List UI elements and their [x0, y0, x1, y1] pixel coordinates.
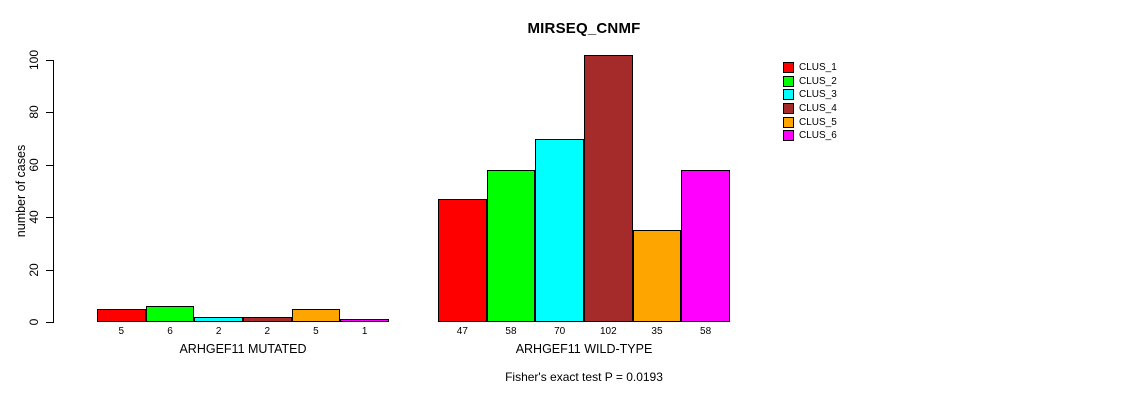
legend-item: CLUS_1	[783, 61, 837, 75]
bar-value-label: 5	[118, 326, 125, 337]
y-axis-line	[53, 60, 54, 323]
bar-value-label: 2	[264, 326, 271, 337]
y-tick	[46, 269, 53, 271]
legend-item: CLUS_4	[783, 102, 837, 116]
bar	[97, 309, 146, 322]
bar	[242, 317, 292, 322]
bar	[583, 55, 633, 322]
legend-swatch	[783, 89, 794, 101]
bar	[291, 309, 341, 322]
bar-group	[97, 59, 389, 322]
bar	[194, 317, 243, 322]
y-axis-label: number of cases	[14, 144, 28, 238]
legend-item: CLUS_6	[783, 129, 837, 143]
chart-title: MIRSEQ_CNMF	[527, 20, 641, 37]
y-tick-label: 60	[27, 158, 41, 172]
y-tick	[46, 112, 53, 114]
legend-swatch	[783, 62, 794, 74]
y-tick	[46, 60, 53, 61]
bar-value-label: 58	[700, 326, 712, 337]
y-tick-label: 0	[27, 318, 41, 326]
y-tick-label: 100	[27, 49, 41, 71]
bar-value-label: 47	[456, 326, 468, 337]
bar	[486, 170, 536, 322]
bar	[438, 199, 487, 322]
bar-group	[438, 55, 730, 322]
legend-label: CLUS_6	[799, 130, 837, 142]
legend-item: CLUS_2	[783, 75, 837, 89]
bar-value-label: 70	[554, 326, 566, 337]
bar-value-label: 58	[505, 326, 517, 337]
legend-label: CLUS_3	[799, 89, 837, 101]
y-tick-label: 20	[27, 262, 41, 277]
y-tick	[46, 322, 53, 323]
legend-swatch	[783, 75, 794, 87]
bar-value-row: 5 6 2 2 5 1	[97, 326, 389, 337]
y-tick	[46, 164, 53, 166]
bar-value-label: 1	[361, 326, 368, 337]
bar-value-row: 47 58 70 102 35 58	[438, 326, 730, 337]
bar-value-label: 2	[215, 326, 222, 337]
legend-swatch	[783, 116, 794, 128]
bar	[145, 306, 195, 322]
group-label: ARHGEF11 WILD-TYPE	[515, 342, 653, 356]
y-tick	[46, 217, 53, 219]
bar	[535, 139, 584, 322]
bar	[632, 230, 682, 322]
legend-swatch	[783, 103, 794, 115]
bar-value-label: 5	[313, 326, 319, 337]
bar	[340, 319, 389, 322]
y-tick-label: 80	[27, 105, 41, 120]
bar-value-label: 102	[599, 326, 617, 337]
legend-label: CLUS_5	[799, 116, 837, 128]
legend-label: CLUS_1	[799, 62, 837, 74]
legend-label: CLUS_2	[799, 75, 837, 87]
bar-value-label: 35	[651, 326, 663, 337]
legend-label: CLUS_4	[799, 103, 837, 115]
legend-item: CLUS_5	[783, 115, 837, 129]
legend-item: CLUS_3	[783, 88, 837, 102]
fisher-test-annotation: Fisher's exact test P = 0.0193	[505, 370, 663, 384]
y-tick-label: 40	[27, 210, 41, 224]
legend: CLUS_1 CLUS_2 CLUS_3 CLUS_4 CLUS_5 CLUS_6	[783, 61, 837, 143]
bar	[681, 170, 730, 322]
group-label: ARHGEF11 MUTATED	[179, 342, 307, 356]
legend-swatch	[783, 130, 794, 142]
bar-value-label: 6	[167, 326, 173, 337]
